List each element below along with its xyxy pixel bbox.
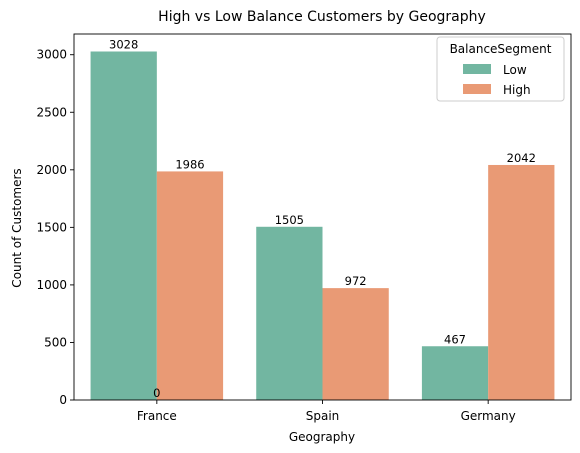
x-tick-label: Germany bbox=[461, 409, 516, 423]
legend-label-low: Low bbox=[503, 63, 527, 77]
bar-high-germany bbox=[488, 164, 555, 400]
bar-high-spain bbox=[322, 288, 389, 400]
legend-title: BalanceSegment bbox=[450, 42, 552, 56]
bar-value-label: 1505 bbox=[275, 213, 304, 227]
y-axis-label: Count of Customers bbox=[10, 168, 24, 287]
bar-value-label: 3028 bbox=[109, 37, 138, 51]
legend-swatch-high bbox=[463, 84, 491, 94]
y-tick-label: 3000 bbox=[36, 48, 67, 62]
x-axis-label: Geography bbox=[289, 430, 355, 444]
legend-label-high: High bbox=[503, 83, 531, 97]
y-tick-label: 2500 bbox=[36, 105, 67, 119]
y-axis: 0 500 1000 1500 2000 2500 3000 bbox=[36, 48, 74, 407]
bar-low-spain bbox=[256, 226, 323, 400]
legend-swatch-low bbox=[463, 64, 491, 74]
x-axis: France Spain Germany bbox=[137, 400, 516, 423]
plot-frame bbox=[73, 33, 572, 401]
bar-high-france bbox=[156, 171, 224, 400]
bar-value-label: 2042 bbox=[507, 151, 536, 165]
y-tick-label: 2000 bbox=[36, 163, 67, 177]
bars-group bbox=[90, 51, 555, 401]
x-tick-label: Spain bbox=[306, 409, 340, 423]
y-tick-label: 1000 bbox=[36, 278, 67, 292]
bar-value-label-zero: 0 bbox=[153, 386, 160, 400]
legend: BalanceSegment Low High bbox=[436, 36, 565, 102]
bar-labels-group: 3028 1986 1505 972 467 2042 0 bbox=[109, 37, 536, 400]
chart-title: High vs Low Balance Customers by Geograp… bbox=[158, 9, 486, 25]
bar-low-germany bbox=[421, 346, 489, 400]
bar-value-label: 467 bbox=[444, 332, 466, 346]
bar-value-label: 972 bbox=[345, 274, 367, 288]
y-tick-label: 1500 bbox=[36, 220, 67, 234]
y-tick-label: 500 bbox=[44, 335, 67, 349]
y-tick-label: 0 bbox=[59, 393, 67, 407]
bar-value-label: 1986 bbox=[175, 157, 204, 171]
x-tick-label: France bbox=[137, 409, 177, 423]
bar-low-france bbox=[90, 51, 157, 401]
